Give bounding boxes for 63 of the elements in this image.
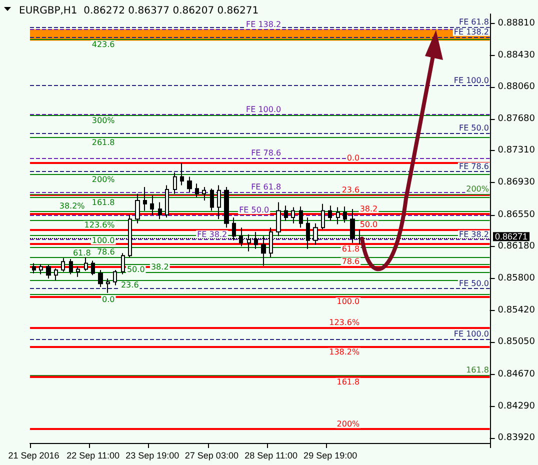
y-tick-label: 0.83920 [498,432,536,443]
annotation: 123.6% [84,220,116,230]
annotation: 161.8 [92,198,115,208]
annotation: 0.0 [346,153,360,162]
x-tick-label: 23 Sep 19:00 [126,450,180,460]
ref-line-label: FE 38.2 [197,230,228,239]
y-tick-label: 0.85420 [498,306,536,316]
annotation: 61.8 [342,244,360,254]
y-tick-label: 0.84670 [498,369,536,380]
annotation: 100.0 [336,296,360,306]
x-tick-label: 27 Sep 03:00 [184,450,238,460]
annotation: 200% [92,174,116,184]
annotation: 38.2 [150,262,169,272]
annotation: 0.0 [102,295,115,304]
annotation: 423.6 [92,40,115,49]
y-tick-label: 0.86930 [498,178,536,188]
y-tick-label: 0.87680 [498,114,536,124]
annotation: 61.8 [72,248,91,258]
x-tick-label: 28 Sep 11:00 [244,450,298,460]
ref-line-label: FE 138.2 [246,20,282,29]
annotation: 78.6 [96,248,115,257]
ref-line-label: FE 78.6 [251,148,282,158]
annotation: 50.0 [126,265,145,274]
y-tick-label: 0.87310 [498,146,536,156]
annotation: 300% [92,116,116,126]
x-tick-label: 22 Sep 11:00 [66,450,120,460]
annotation: 50.0 [360,220,378,230]
y-tick-label: 0.86180 [498,241,536,252]
annotation: 161.8 [466,366,489,375]
annotation: 138.2% [329,347,360,356]
y-tick-label: 0.84290 [498,402,536,412]
annotation: 23.6 [120,280,139,290]
y-tick-label: 0.85050 [498,337,536,348]
y-tick-label: 0.88060 [498,82,536,92]
chart-title: EURGBP,H1 0.86272 0.86377 0.86207 0.86271 [19,6,259,16]
ref-line-label: FE 138.2 [454,27,489,36]
ref-line-label: FE 38.2 [458,230,489,239]
annotation: 23.6 [342,185,360,194]
ref-line-label: FE 78.6 [458,162,489,172]
ref-line-label: FE 61.8 [251,182,282,192]
annotation: 200% [336,420,360,429]
x-tick-label: 21 Sep 2016 [8,450,60,460]
ref-line-label: FE 100.0 [246,104,282,114]
ref-line-label: FE 50.0 [458,279,489,288]
annotation: 200% [466,184,490,194]
annotation: 38.2 [360,204,378,214]
ref-line-label: FE 50.0 [458,123,489,132]
annotation: 261.8 [92,138,115,148]
y-tick-label: 0.86550 [498,210,536,220]
ref-line-label: FE 100.0 [454,330,489,339]
annotation: 38.2% [59,202,86,211]
ref-line-label: FE 50.0 [239,206,270,215]
x-tick-label: 29 Sep 19:00 [304,450,358,460]
annotation: 161.8 [336,377,360,386]
ref-line-label: FE 61.8 [458,18,489,27]
annotation: 78.6 [342,256,360,266]
ref-line-label: FE 100.0 [454,76,489,85]
ref-line-label: 0.86271 [495,232,528,242]
y-tick-label: 0.88430 [498,50,536,61]
annotation: 123.6% [329,318,360,327]
annotation: 100.0 [92,236,115,245]
y-tick-label: 0.88810 [498,18,536,28]
y-tick-label: 0.85800 [498,274,536,284]
